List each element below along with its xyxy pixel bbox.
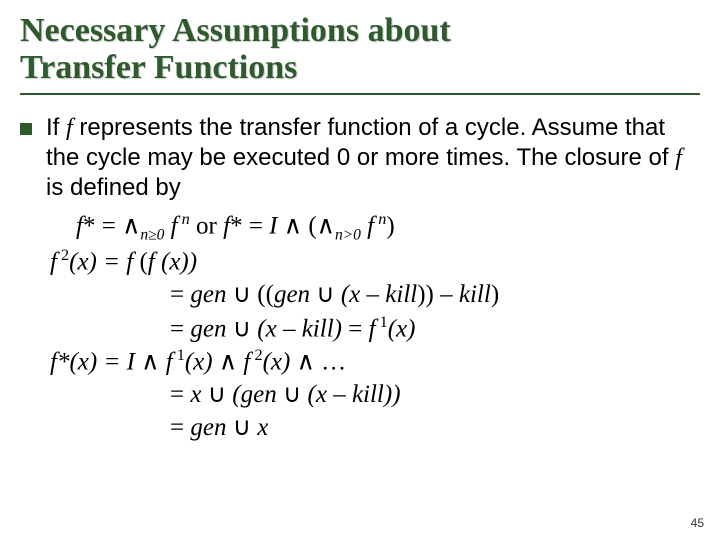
content: If f represents the transfer function of…	[46, 113, 700, 444]
t: *	[83, 212, 96, 239]
t: f	[159, 349, 172, 376]
title-line-2: Transfer Functions	[20, 49, 297, 86]
intro-f2: f	[675, 145, 682, 171]
bullet-icon	[20, 123, 32, 135]
eq-f2-expand1: = gen ∪ ((gen ∪ (x – kill)) – kill)	[50, 279, 700, 312]
t: =	[170, 414, 190, 441]
intro-text: If f represents the transfer function of…	[46, 113, 700, 203]
t: I	[269, 212, 277, 239]
t: f	[76, 212, 83, 239]
t: *	[230, 212, 243, 239]
wedge-icon: ∧	[141, 349, 159, 376]
t: …	[315, 349, 346, 376]
eq-fstar-x: f*(x) = I ∧ f 1(x) ∧ f 2(x) ∧ …	[50, 345, 700, 379]
t: (x	[251, 315, 283, 342]
t: or	[190, 212, 223, 239]
t: f	[237, 349, 250, 376]
t: gen	[190, 315, 232, 342]
intro-closure: closure	[564, 144, 641, 171]
t: f	[50, 249, 57, 276]
wedge-icon: ∧	[219, 349, 237, 376]
t: f	[361, 212, 374, 239]
t: (x)	[185, 349, 219, 376]
intro-end: is defined by	[46, 174, 181, 201]
cup-icon: ∪	[233, 281, 251, 308]
t: –	[333, 381, 346, 408]
title-line-1: Necessary Assumptions about	[20, 12, 451, 49]
t: n≥0	[140, 226, 164, 243]
t: f	[164, 212, 177, 239]
t: )	[386, 212, 394, 239]
t: 1	[376, 313, 388, 331]
t: –	[283, 315, 296, 342]
t: (x)	[388, 315, 416, 342]
t: )	[491, 281, 499, 308]
t: (	[302, 212, 317, 239]
t: f	[369, 315, 376, 342]
t: (x) =	[69, 349, 126, 376]
eq-f2-expand2: = gen ∪ (x – kill) = f 1(x)	[50, 312, 700, 346]
t: ((	[251, 281, 274, 308]
t: f	[148, 249, 161, 276]
body: If f represents the transfer function of…	[20, 113, 700, 444]
t: =	[243, 212, 270, 239]
slide-title: Necessary Assumptions about Transfer Fun…	[20, 12, 700, 95]
t: gen	[274, 281, 316, 308]
t: 2	[57, 246, 69, 264]
cup-icon: ∪	[208, 381, 226, 408]
wedge-icon: ∧	[284, 212, 302, 239]
page-number: 45	[691, 516, 704, 530]
wedge-icon: ∧	[297, 349, 315, 376]
t: =	[348, 315, 368, 342]
math-block: f* = ∧n≥0 f n or f* = I ∧ (∧n>0 f n) f 2…	[50, 209, 700, 444]
intro-post: of	[642, 144, 675, 171]
t: x	[190, 381, 207, 408]
t: –	[440, 281, 453, 308]
t: f*	[50, 349, 69, 376]
t: f	[126, 249, 139, 276]
cup-icon: ∪	[233, 315, 251, 342]
t: n>0	[335, 226, 361, 243]
t: 1	[173, 346, 185, 364]
t: I	[127, 349, 142, 376]
wedge-icon: ∧	[317, 212, 335, 239]
t: ))	[417, 281, 440, 308]
t: gen	[190, 281, 232, 308]
cup-icon: ∪	[283, 381, 301, 408]
t: (x))	[161, 249, 197, 276]
t: –	[367, 281, 380, 308]
t: (x) =	[69, 249, 126, 276]
eq-fstar-expand1: = x ∪ (gen ∪ (x – kill))	[50, 379, 700, 412]
t: (x	[335, 281, 367, 308]
t: kill))	[346, 381, 401, 408]
eq-fstar-expand2: = gen ∪ x	[50, 412, 700, 445]
t: (gen	[226, 381, 283, 408]
t: =	[170, 315, 190, 342]
t: =	[95, 212, 122, 239]
t: x	[251, 414, 268, 441]
t: kill)	[295, 315, 348, 342]
t: n	[374, 210, 386, 228]
eq-f2-def: f 2(x) = f (f (x))	[50, 245, 700, 279]
wedge-icon: ∧	[122, 212, 140, 239]
slide: Necessary Assumptions about Transfer Fun…	[0, 0, 720, 540]
t: =	[170, 381, 190, 408]
t: kill	[379, 281, 417, 308]
t: 2	[250, 346, 262, 364]
t: =	[170, 281, 190, 308]
t: kill	[453, 281, 491, 308]
intro-f: f	[66, 115, 73, 141]
t: gen	[190, 414, 232, 441]
intro-pre: If	[46, 114, 66, 141]
cup-icon: ∪	[316, 281, 334, 308]
t: (x	[301, 381, 333, 408]
cup-icon: ∪	[233, 414, 251, 441]
eq-closure-def: f* = ∧n≥0 f n or f* = I ∧ (∧n>0 f n)	[50, 209, 700, 245]
t: (	[139, 249, 147, 276]
t: (x)	[263, 349, 297, 376]
t: n	[178, 210, 190, 228]
